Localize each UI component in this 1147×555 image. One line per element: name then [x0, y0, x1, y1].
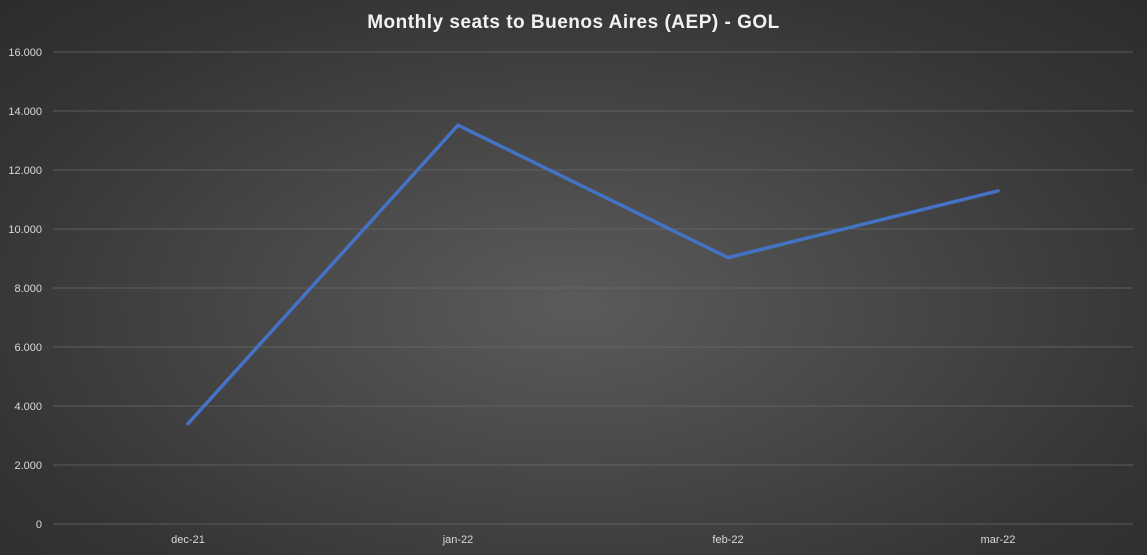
series-line [186, 123, 1000, 426]
y-tick-label: 10.000 [8, 224, 42, 236]
y-tick-label: 16.000 [8, 47, 42, 59]
y-tick-label: 6.000 [14, 342, 42, 354]
y-tick-label: 14.000 [8, 106, 42, 118]
x-tick-label: mar-22 [981, 534, 1016, 546]
x-tick-label: dec-21 [171, 534, 205, 546]
y-tick-label: 8.000 [14, 283, 42, 295]
y-tick-label: 0 [36, 519, 42, 531]
chart-title: Monthly seats to Buenos Aires (AEP) - GO… [367, 12, 780, 33]
y-tick-label: 12.000 [8, 165, 42, 177]
y-tick-label: 2.000 [14, 460, 42, 472]
x-tick-label: jan-22 [442, 534, 474, 546]
x-tick-label: feb-22 [712, 534, 743, 546]
y-tick-label: 4.000 [14, 401, 42, 413]
